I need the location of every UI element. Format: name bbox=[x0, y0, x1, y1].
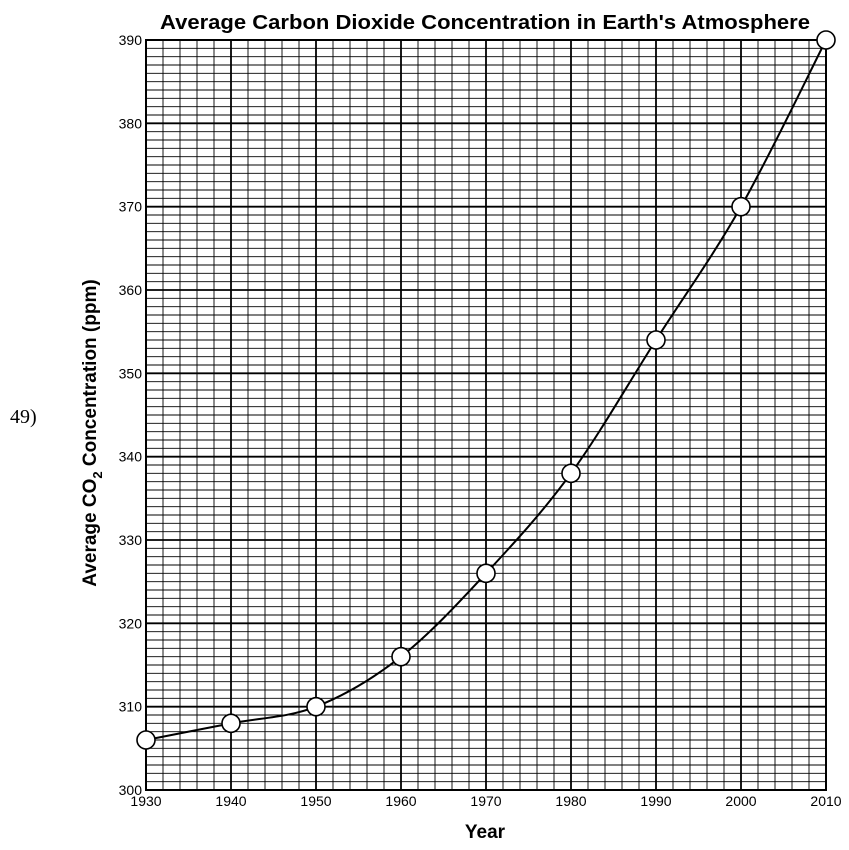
data-point bbox=[561, 463, 581, 484]
y-tick-label: 360 bbox=[119, 282, 143, 298]
y-tick-label: 390 bbox=[119, 32, 143, 48]
y-tick-labels: 300 310 320 330 340 350 360 370 380 390 bbox=[119, 32, 143, 798]
y-axis-label-main: Average CO bbox=[80, 479, 101, 587]
chart-title: Average Carbon Dioxide Concentration in … bbox=[160, 12, 810, 34]
data-point bbox=[646, 330, 666, 350]
x-tick-label: 1960 bbox=[385, 793, 416, 809]
y-tick-label: 310 bbox=[119, 699, 143, 715]
y-tick-label: 370 bbox=[119, 199, 143, 215]
y-axis-label-tail: Concentration (ppm) bbox=[80, 279, 101, 471]
x-tick-labels: 1930 1940 1950 1960 1970 1980 1990 2000 2010 bbox=[130, 793, 841, 809]
y-tick-label: 330 bbox=[119, 532, 143, 548]
x-tick-label: 2000 bbox=[725, 793, 756, 809]
x-tick-label: 1930 bbox=[130, 793, 161, 809]
y-tick-label: 340 bbox=[119, 449, 143, 465]
x-tick-label: 1990 bbox=[640, 793, 671, 809]
plot-frame bbox=[145, 39, 827, 791]
x-tick-label: 1950 bbox=[300, 793, 331, 809]
y-tick-label: 320 bbox=[119, 615, 143, 631]
x-tick-label: 1980 bbox=[555, 793, 586, 809]
y-tick-label: 300 bbox=[119, 782, 143, 798]
series-points bbox=[136, 30, 836, 750]
data-point bbox=[221, 713, 241, 734]
data-point bbox=[306, 696, 326, 717]
y-tick-label: 380 bbox=[119, 115, 143, 131]
y-tick-label: 350 bbox=[119, 365, 143, 381]
question-number: 49) bbox=[10, 406, 37, 428]
x-tick-label: 2010 bbox=[810, 793, 841, 809]
y-axis-label: Average CO2 Concentration (ppm) bbox=[80, 279, 105, 586]
data-point bbox=[816, 30, 836, 50]
series-line bbox=[145, 39, 827, 741]
x-tick-label: 1970 bbox=[470, 793, 501, 809]
data-point bbox=[136, 730, 156, 750]
data-point bbox=[731, 196, 751, 217]
y-axis-label-subscript: 2 bbox=[90, 471, 105, 478]
x-axis-label: Year bbox=[465, 822, 506, 843]
data-point bbox=[391, 646, 411, 667]
data-point bbox=[476, 563, 496, 584]
x-tick-label: 1940 bbox=[215, 793, 246, 809]
